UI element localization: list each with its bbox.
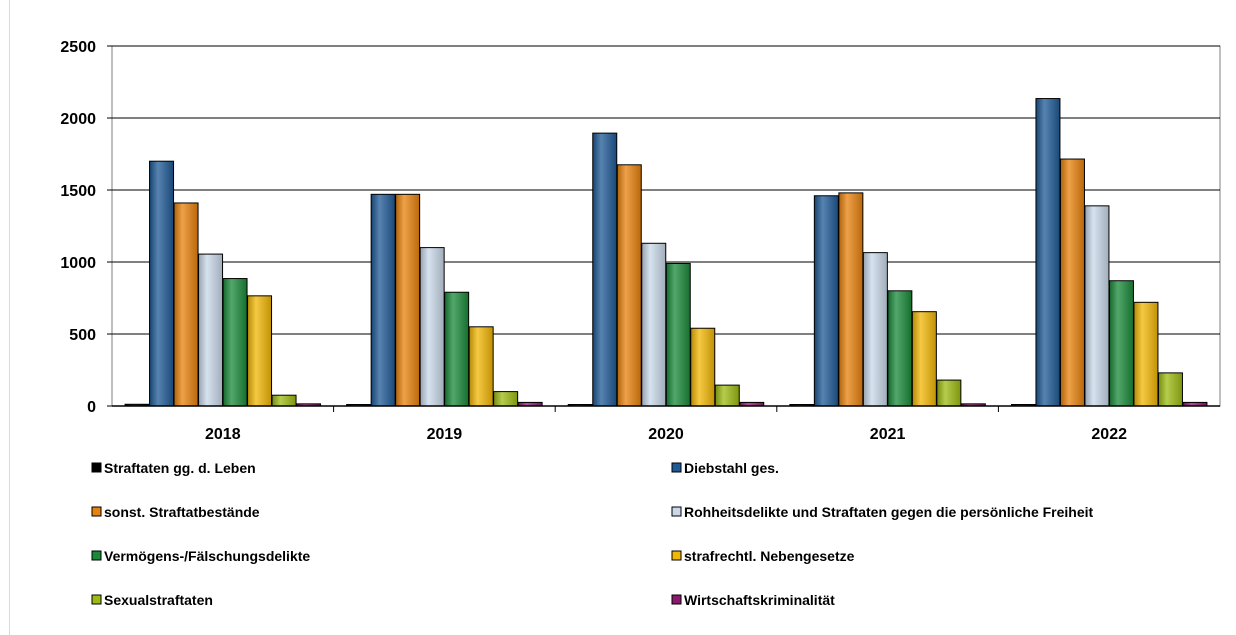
bar-2020-series-2	[616, 164, 642, 407]
bar-2019-series-3	[419, 247, 445, 407]
bar-2021-series-3	[862, 252, 888, 407]
legend-swatch-4	[91, 550, 102, 561]
legend-swatch-3	[671, 506, 682, 517]
y-tick-label: 500	[69, 327, 96, 344]
legend-swatch-0	[91, 462, 102, 473]
bar-2022-series-2	[1059, 158, 1085, 407]
bar-2020-series-3	[641, 242, 667, 407]
bars	[124, 98, 1208, 407]
x-tick-label: 2018	[205, 426, 241, 443]
bar-2019-series-1	[370, 193, 396, 407]
bar-2021-series-6	[936, 379, 962, 407]
legend-label-0: Straftaten gg. d. Leben	[104, 460, 256, 476]
legend-swatch-6	[91, 594, 102, 605]
legend-label-2: sonst. Straftatbestände	[104, 504, 260, 520]
bar-2022-series-5	[1133, 301, 1159, 407]
bar-2019-series-5	[468, 326, 494, 407]
bar-2020-series-6	[714, 384, 740, 407]
legend-label-4: Vermögens-/Fälschungsdelikte	[104, 548, 310, 564]
bar-2021-series-4	[887, 290, 913, 407]
bar-2018-series-6	[271, 394, 297, 407]
x-tick-label: 2020	[648, 426, 684, 443]
legend-label-5: strafrechtl. Nebengesetze	[684, 548, 855, 564]
legend-swatch-1	[671, 462, 682, 473]
legend-label-7: Wirtschaftskriminalität	[684, 592, 835, 608]
legend-label-6: Sexualstraftaten	[104, 592, 213, 608]
x-tick-label: 2021	[870, 426, 906, 443]
axes: 0 500 1000 1500 2000 2500 2018 2019 2020 2021 2022	[60, 39, 1220, 443]
y-tick-label: 1500	[60, 183, 96, 200]
x-tick-label: 2019	[427, 426, 463, 443]
bar-2019-series-4	[444, 291, 470, 407]
bar-2018-series-4	[222, 278, 248, 407]
legend-label-1: Diebstahl ges.	[684, 460, 779, 476]
bar-2019-series-6	[493, 391, 519, 407]
bar-2018-series-1	[149, 160, 175, 407]
y-tick-label: 2500	[60, 39, 96, 56]
bar-2018-series-3	[198, 253, 224, 407]
bar-2020-series-1	[592, 132, 618, 407]
bar-2021-series-2	[838, 192, 864, 407]
legend-swatch-5	[671, 550, 682, 561]
bar-2018-series-5	[247, 295, 273, 407]
y-tick-label: 2000	[60, 111, 96, 128]
bar-2022-series-6	[1157, 372, 1183, 407]
bar-2021-series-1	[813, 195, 839, 407]
bar-2022-series-1	[1035, 98, 1061, 407]
legend-label-3: Rohheitsdelikte und Straftaten gegen die…	[684, 504, 1094, 520]
bar-2019-series-2	[395, 193, 421, 407]
page-left-border	[9, 0, 10, 635]
bar-2022-series-3	[1084, 205, 1110, 407]
bar-2021-series-5	[911, 311, 937, 407]
bar-2020-series-5	[690, 327, 716, 407]
bar-2022-series-4	[1108, 280, 1134, 407]
bar-2020-series-4	[665, 262, 691, 407]
legend-swatch-7	[671, 594, 682, 605]
y-tick-label: 0	[87, 399, 96, 416]
y-tick-label: 1000	[60, 255, 96, 272]
legend: Straftaten gg. d. Leben Diebstahl ges. son…	[91, 460, 1094, 608]
bar-2018-series-2	[173, 202, 199, 407]
x-tick-label: 2022	[1091, 426, 1127, 443]
legend-swatch-2	[91, 506, 102, 517]
